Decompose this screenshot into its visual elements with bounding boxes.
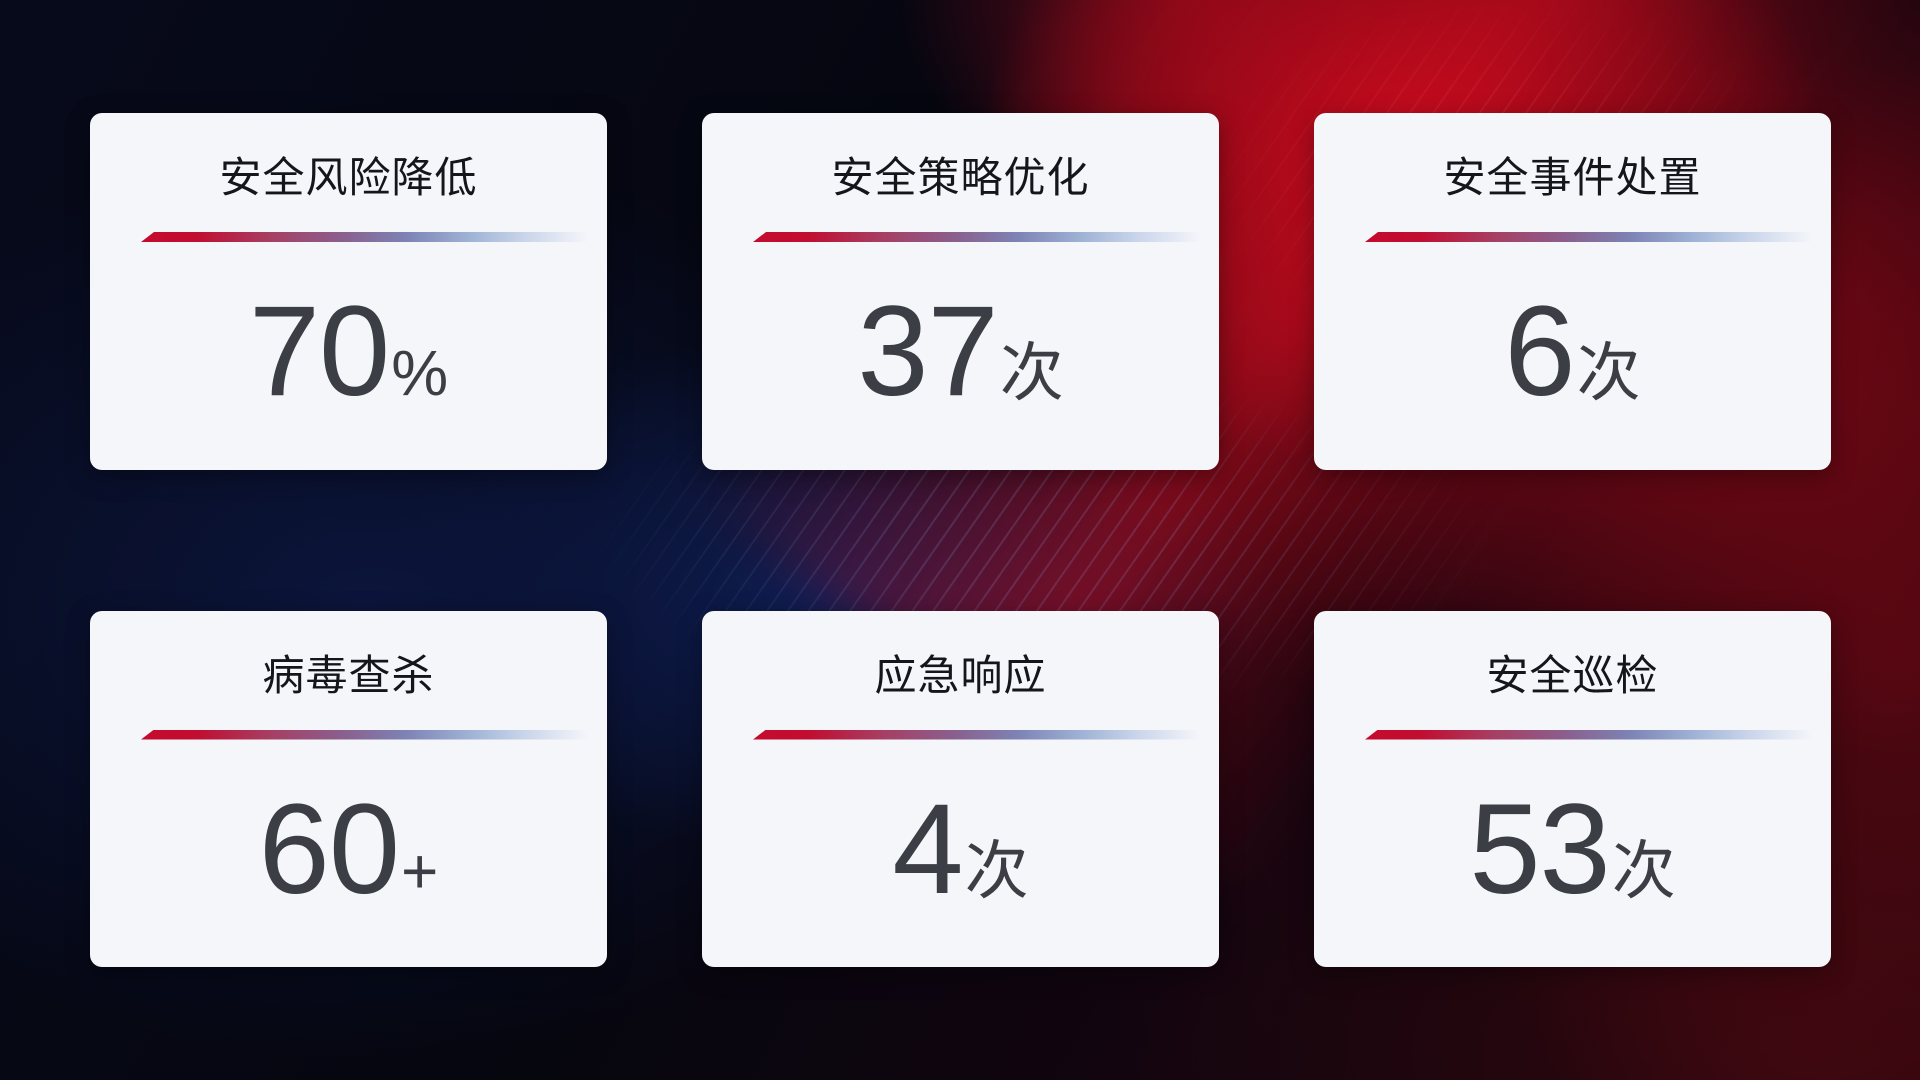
card-value: 37 xyxy=(857,280,998,423)
stat-card-virus-scan: 病毒查杀 60 + xyxy=(90,610,607,967)
stat-card-emergency-response: 应急响应 4 次 xyxy=(702,610,1219,967)
card-unit: + xyxy=(401,834,439,907)
card-value-row: 70 % xyxy=(249,288,448,416)
stat-card-policy-optimization: 安全策略优化 37 次 xyxy=(702,113,1219,470)
divider-line xyxy=(1365,232,1822,242)
card-title: 安全策略优化 xyxy=(831,154,1090,201)
stat-card-risk-reduction: 安全风险降低 70 % xyxy=(90,113,607,470)
card-value: 4 xyxy=(892,777,963,921)
card-title: 应急响应 xyxy=(874,651,1047,699)
card-value-row: 53 次 xyxy=(1469,777,1676,921)
card-title: 安全事件处置 xyxy=(1443,154,1702,201)
divider-line xyxy=(141,729,598,740)
card-value-row: 37 次 xyxy=(857,288,1063,416)
stat-card-security-inspection: 安全巡检 53 次 xyxy=(1314,610,1831,967)
card-title: 安全风险降低 xyxy=(219,154,478,201)
card-title: 病毒查杀 xyxy=(262,651,435,699)
divider-line xyxy=(1365,729,1822,740)
divider-line xyxy=(753,232,1210,242)
card-unit: % xyxy=(391,337,449,409)
card-unit: 次 xyxy=(1576,337,1641,409)
card-title: 安全巡检 xyxy=(1486,651,1659,699)
card-value-row: 60 + xyxy=(258,777,439,921)
card-unit: 次 xyxy=(964,834,1029,907)
card-value: 60 xyxy=(258,777,400,921)
card-value: 6 xyxy=(1504,280,1575,423)
stat-card-grid: 安全风险降低 70 % 安全策略优化 37 次 安全事件处置 6 次 病毒查 xyxy=(90,113,1831,967)
card-value-row: 6 次 xyxy=(1504,288,1640,416)
card-value: 70 xyxy=(248,280,390,423)
card-value: 53 xyxy=(1469,777,1610,921)
card-value-row: 4 次 xyxy=(892,777,1029,921)
card-unit: 次 xyxy=(999,337,1064,409)
divider-line xyxy=(141,232,598,242)
card-unit: 次 xyxy=(1611,834,1676,907)
stat-card-incident-handling: 安全事件处置 6 次 xyxy=(1314,113,1831,470)
divider-line xyxy=(753,729,1210,740)
